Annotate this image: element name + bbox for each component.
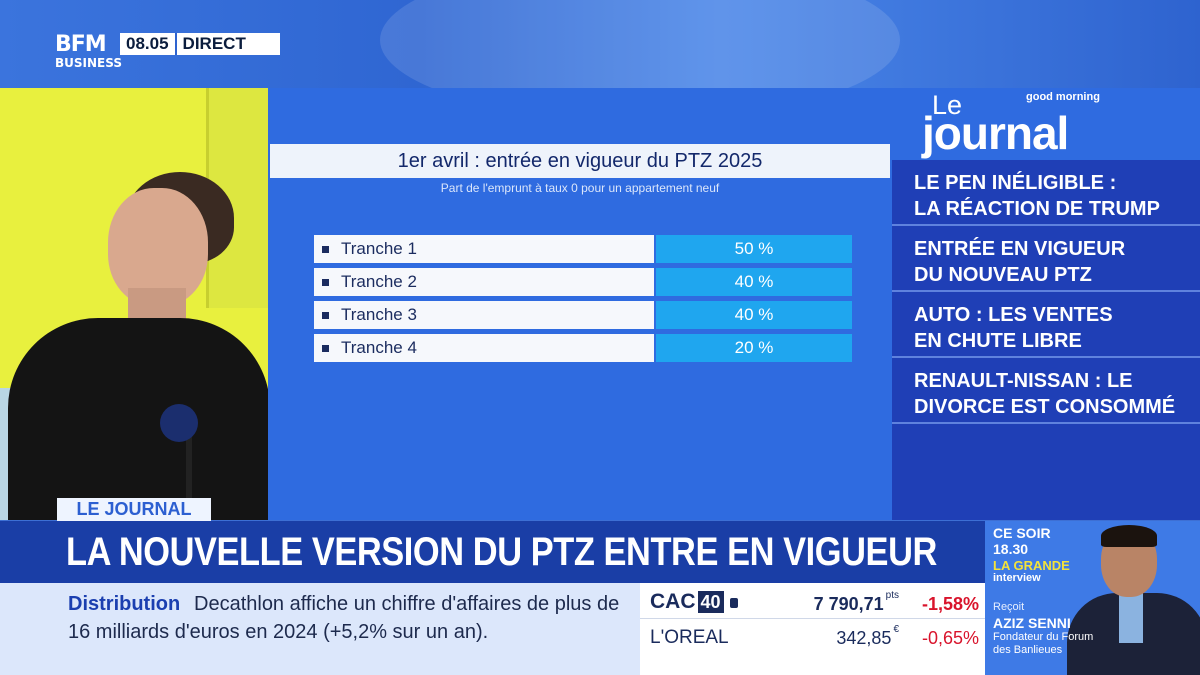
ticker-category: Distribution [68,593,181,615]
guest-name: AZIZ SENNI [993,615,1071,631]
journal-item-line: LA RÉACTION DE TRUMP [914,198,1160,220]
guest-title: Fondateur du Forum des Banlieues [993,631,1094,656]
journal-item-line: LE PEN INÉLIGIBLE : [914,172,1117,194]
ticker-text-line1: Decathlon affiche un chiffre d'affaires … [194,593,620,615]
stock-name: L'OREAL [650,627,729,648]
tranche-value: 20 % [656,334,852,362]
top-background [0,0,1200,120]
tranche-value: 40 % [656,301,852,329]
stock-row: L'OREAL 342,85 € -0,65% [640,618,985,652]
promo-show-subname: interview [993,572,1041,584]
stock-value-group: 342,85 € [836,625,899,651]
promo-when: CE SOIR [993,525,1051,541]
index-name: CAC [650,590,696,613]
tranche-label-cell: Tranche 1 [314,235,654,263]
guest-portrait [1067,525,1200,675]
tranche-label: Tranche 4 [341,338,417,357]
journal-item-line: RENAULT-NISSAN : LE [914,370,1133,392]
stock-unit: € [893,624,899,635]
journal-header: Le good morning journal [892,88,1200,160]
journal-item: ENTRÉE EN VIGUEUR DU NOUVEAU PTZ [892,228,1200,292]
index-label: CAC 40 [650,589,738,615]
graphic-title: 1er avril : entrée en vigueur du PTZ 202… [397,150,763,172]
journal-item: LE PEN INÉLIGIBLE : LA RÉACTION DE TRUMP [892,162,1200,226]
tranche-label-cell: Tranche 4 [314,334,654,362]
bfm-business-logo: BFM BUSINESS [55,32,122,76]
guest-hair [1101,525,1157,547]
bullet-icon [322,245,329,253]
promo-receives: Reçoit [993,601,1025,613]
tranche-label: Tranche 1 [341,239,417,258]
tranche-label: Tranche 3 [341,305,417,324]
section-tag: LE JOURNAL [57,498,211,521]
graphic-title-bar: 1er avril : entrée en vigueur du PTZ 202… [270,144,890,178]
presenter-torso [8,318,268,520]
microphone-icon [160,404,198,442]
journal-sidebar: Le good morning journal LE PEN INÉLIGIBL… [892,88,1200,520]
tranche-row: Tranche 1 50 % [314,235,852,263]
good-morning-logo: good morning [1026,91,1100,103]
index-value: 7 790,71 [813,594,884,614]
ptz-graphic: 1er avril : entrée en vigueur du PTZ 202… [268,88,892,520]
headline-text: LA NOUVELLE VERSION DU PTZ ENTRE EN VIGU… [66,530,937,574]
tranche-row: Tranche 4 20 % [314,334,852,362]
interview-promo: CE SOIR 18.30 LA GRANDE interview Reçoit… [985,521,1200,675]
news-ticker: Distribution Decathlon affiche un chiffr… [0,583,640,675]
logo-bfm: BFM [55,32,107,57]
index-unit: pts [885,590,899,601]
journal-item: RENAULT-NISSAN : LE DIVORCE EST CONSOMMÉ [892,360,1200,424]
bullet-icon [322,278,329,286]
index-change: -1,58% [921,594,979,614]
index-value-group: 7 790,71 pts [814,591,899,617]
journal-item: AUTO : LES VENTES EN CHUTE LIBRE [892,294,1200,358]
journal-item-line: AUTO : LES VENTES [914,304,1113,326]
journal-item-line: DIVORCE EST CONSOMMÉ [914,396,1176,418]
tranche-row: Tranche 2 40 % [314,268,852,296]
stock-value: 342,85 [836,628,892,648]
graphic-subtitle: Part de l'emprunt à taux 0 pour un appar… [440,181,720,195]
journal-item-line: ENTRÉE EN VIGUEUR [914,238,1126,260]
ticker-text-line2: 16 milliards d'euros en 2024 (+5,2% sur … [68,621,489,643]
index-number-badge: 40 [697,591,724,613]
tranche-label-cell: Tranche 3 [314,301,654,329]
presenter [0,128,268,520]
journal-le: Le [932,90,963,120]
microphone-stand [186,428,192,520]
tranche-label-cell: Tranche 2 [314,268,654,296]
market-panel: CAC 40 7 790,71 pts -1,58% L'OREAL 342,85 €… [640,583,985,675]
journal-title: journal [922,107,1069,159]
bullet-icon [322,344,329,352]
journal-item-line: EN CHUTE LIBRE [914,330,1082,352]
tranche-row: Tranche 3 40 % [314,301,852,329]
studio-camera-feed [0,88,268,520]
headline-bar: LA NOUVELLE VERSION DU PTZ ENTRE EN VIGU… [0,521,985,583]
lock-icon [729,598,738,608]
tranche-value: 40 % [656,268,852,296]
tranche-value: 50 % [656,235,852,263]
promo-time: 18.30 [993,541,1029,557]
stock-change: -0,65% [921,628,979,648]
index-row: CAC 40 7 790,71 pts -1,58% [640,585,985,619]
clock-time: 08.05 [126,34,169,53]
live-badge: DIRECT [174,33,246,55]
journal-item-line: DU NOUVEAU PTZ [914,264,1092,286]
promo-show-name: LA GRANDE [993,558,1070,573]
guest-shirt [1119,593,1143,643]
bullet-icon [322,311,329,319]
presenter-face [108,188,208,306]
logo-business: BUSINESS [55,56,122,70]
live-clock: 08.05 DIRECT [120,33,280,55]
tranche-label: Tranche 2 [341,272,417,291]
